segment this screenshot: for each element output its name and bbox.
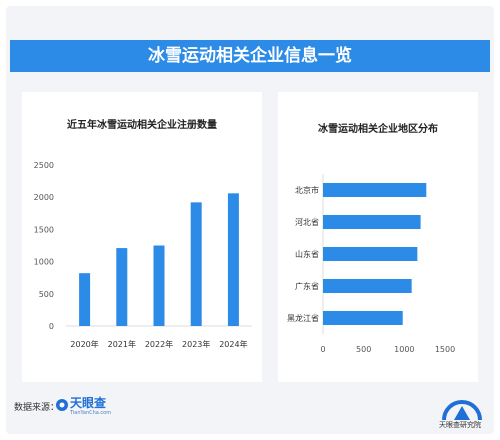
y-tick-label: 1000 bbox=[34, 258, 54, 267]
bar-河北省 bbox=[323, 215, 421, 229]
x-tick-label: 2024年 bbox=[219, 339, 247, 349]
x-tick-label: 500 bbox=[356, 345, 371, 354]
y-tick-label: 0 bbox=[49, 322, 54, 331]
page-title: 冰雪运动相关企业信息一览 bbox=[148, 46, 352, 66]
x-tick-label: 0 bbox=[320, 345, 325, 354]
bar-广东省 bbox=[323, 279, 412, 293]
y-tick-label: 1500 bbox=[34, 225, 54, 234]
tianyancha-eye-icon bbox=[56, 399, 68, 411]
registration-chart-panel: 近五年冰雪运动相关企业注册数量 0 500 1000 1500 2000 2500 2020… bbox=[22, 92, 262, 382]
data-source-label: 数据来源： bbox=[14, 403, 60, 413]
bar-2022年 bbox=[153, 245, 165, 326]
bar-2021年 bbox=[116, 248, 128, 326]
x-tick-label: 2021年 bbox=[108, 339, 136, 349]
bar-2020年 bbox=[79, 273, 91, 326]
x-tick-label: 2023年 bbox=[182, 339, 210, 349]
y-tick-label: 广东省 bbox=[295, 281, 319, 291]
bar-2023年 bbox=[190, 202, 202, 326]
brand-sub: TianYanCha.com bbox=[70, 410, 112, 416]
bar-北京市 bbox=[323, 183, 427, 197]
bar-黑龙江省 bbox=[323, 311, 403, 325]
region-chart-title: 冰雪运动相关企业地区分布 bbox=[318, 124, 438, 135]
x-tick-label: 1000 bbox=[394, 345, 414, 354]
title-banner: 冰雪运动相关企业信息一览 bbox=[10, 40, 490, 72]
registration-bar-chart: 0 500 1000 1500 2000 2500 2020年 2021年 2022年 2023年… bbox=[34, 161, 252, 349]
x-tick-label: 2022年 bbox=[145, 339, 173, 349]
y-tick-label: 500 bbox=[39, 290, 54, 299]
registration-chart-title: 近五年冰雪运动相关企业注册数量 bbox=[67, 120, 217, 131]
x-tick-label: 2020年 bbox=[70, 339, 98, 349]
y-tick-label: 山东省 bbox=[295, 249, 319, 259]
y-tick-label: 河北省 bbox=[295, 217, 319, 227]
region-chart-panel: 冰雪运动相关企业地区分布 北京市河北省山东省广东省黑龙江省 0 500 1000 150… bbox=[278, 92, 478, 382]
y-tick-label: 北京市 bbox=[295, 185, 319, 195]
bar-山东省 bbox=[323, 247, 418, 261]
y-tick-label: 黑龙江省 bbox=[287, 313, 319, 323]
bar-2024年 bbox=[227, 193, 239, 326]
institute-logo-icon bbox=[442, 400, 482, 421]
y-tick-label: 2000 bbox=[34, 193, 54, 202]
y-tick-label: 2500 bbox=[34, 161, 54, 170]
brand-name: 天眼查 bbox=[70, 396, 107, 410]
institute-name: 天眼查研究院 bbox=[439, 421, 481, 429]
x-tick-label: 1500 bbox=[435, 345, 455, 354]
